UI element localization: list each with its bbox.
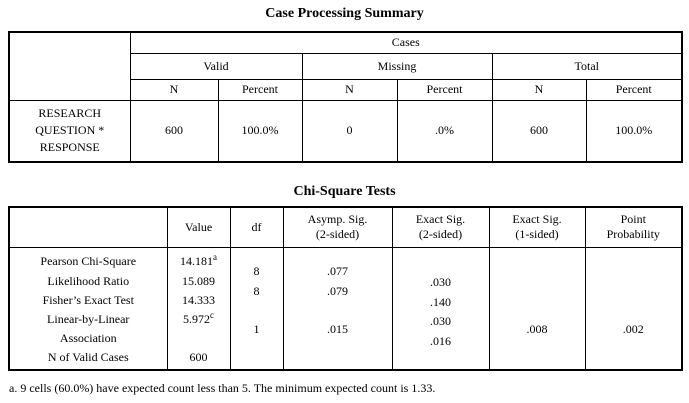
asymp-sig-column-header: Asymp. Sig. (2-sided)	[282, 206, 393, 248]
exact-sig-2sided-cell: .030 .140 .030 .016	[391, 246, 490, 371]
header-line: Point	[620, 212, 646, 227]
sig-value: .030	[430, 274, 451, 289]
corner-empty-cell	[8, 206, 168, 248]
case-processing-title: Case Processing Summary	[265, 6, 424, 21]
sig-value: .077	[327, 263, 348, 278]
chi-square-title: Chi-Square Tests	[293, 184, 396, 199]
case-processing-table: Cases Valid Missing Total N Percent N Pe…	[8, 31, 683, 163]
test-label: Fisher’s Exact Test	[42, 292, 134, 307]
header-line: Probability	[606, 227, 660, 242]
header-line: (2-sided)	[315, 227, 360, 242]
test-labels-cell: Pearson Chi-Square Likelihood Ratio Fish…	[8, 246, 168, 371]
test-label: Association	[59, 330, 117, 345]
exact-sig-1sided-column-header: Exact Sig. (1-sided)	[488, 206, 586, 248]
df-cell: 8 8 1	[229, 246, 284, 371]
exact-sig-2sided-column-header: Exact Sig. (2-sided)	[391, 206, 490, 248]
test-label: Linear-by-Linear	[47, 311, 130, 326]
point-probability-cell: .002	[584, 246, 683, 371]
corner-empty-cell	[8, 31, 131, 101]
df-value: 1	[253, 321, 260, 336]
sig-value: .079	[327, 283, 348, 298]
header-line: Exact Sig.	[415, 212, 466, 227]
missing-percent-value: .0%	[396, 99, 493, 163]
value-column-header: Value	[166, 206, 231, 248]
sig-value: .015	[327, 321, 348, 336]
test-label: Likelihood Ratio	[47, 273, 130, 288]
sig-value: .008	[526, 321, 548, 336]
exact-sig-1sided-cell: .008	[488, 246, 586, 371]
total-n-value: 600	[491, 99, 587, 163]
point-probability-column-header: Point Probability	[584, 206, 683, 248]
valid-percent-value: 100.0%	[217, 99, 303, 163]
table-footnote: a. 9 cells (60.0%) have expected count l…	[9, 381, 436, 395]
header-line: (1-sided)	[515, 227, 559, 242]
statistic-value: 600	[189, 349, 208, 364]
sig-value: .016	[430, 333, 451, 348]
total-percent-value: 100.0%	[585, 99, 683, 163]
missing-group-header: Missing	[301, 52, 493, 80]
table-row: Pearson Chi-Square Likelihood Ratio Fish…	[8, 246, 683, 371]
missing-percent-header: Percent	[396, 78, 493, 101]
header-line: Asymp. Sig.	[307, 212, 368, 227]
sig-value: .002	[622, 321, 644, 336]
sig-value: .030	[430, 313, 451, 328]
df-value: 8	[253, 263, 260, 278]
row-label-line: RESPONSE	[39, 140, 100, 155]
valid-group-header: Valid	[129, 52, 303, 80]
missing-n-value: 0	[301, 99, 398, 163]
value-cell: 14.181a 15.089 14.333 5.972c 600	[166, 246, 231, 371]
missing-n-header: N	[301, 78, 398, 101]
statistic-value: 15.089	[182, 273, 215, 288]
row-label-line: RESEARCH	[38, 106, 102, 121]
header-line: Exact Sig.	[512, 212, 562, 227]
header-line: (2-sided)	[418, 227, 463, 242]
asymp-sig-cell: .077 .079 .015	[282, 246, 393, 371]
test-label: Pearson Chi-Square	[40, 253, 137, 268]
valid-n-value: 600	[129, 99, 219, 163]
total-percent-header: Percent	[585, 78, 683, 101]
valid-n-header: N	[129, 78, 219, 101]
test-label: N of Valid Cases	[47, 349, 129, 364]
sig-value: .140	[430, 294, 451, 309]
total-n-header: N	[491, 78, 587, 101]
statistic-value: 14.181a	[180, 251, 217, 268]
statistic-value: 14.333	[182, 292, 215, 307]
df-value: 8	[253, 283, 260, 298]
chi-square-table: Value df Asymp. Sig. (2-sided) Exact Sig…	[8, 206, 683, 371]
row-label-cell: RESEARCH QUESTION * RESPONSE	[8, 99, 131, 163]
footnote-marker: a	[213, 251, 217, 262]
footnote-marker: c	[210, 309, 214, 320]
df-column-header: df	[229, 206, 284, 248]
statistic-value: 5.972c	[183, 309, 214, 326]
valid-percent-header: Percent	[217, 78, 303, 101]
table-row: RESEARCH QUESTION * RESPONSE 600 100.0% …	[8, 99, 683, 163]
cases-spanning-header: Cases	[129, 31, 683, 54]
total-group-header: Total	[491, 52, 683, 80]
row-label-line: QUESTION *	[35, 123, 105, 138]
